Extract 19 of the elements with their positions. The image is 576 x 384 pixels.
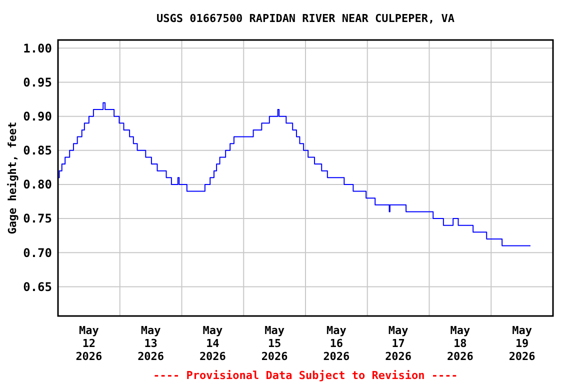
- x-tick-label: May 15 2026: [261, 324, 288, 363]
- y-tick-label: 0.70: [23, 246, 52, 260]
- chart-title: USGS 01667500 RAPIDAN RIVER NEAR CULPEPER, VA: [156, 12, 455, 25]
- x-tick-label: May 14 2026: [199, 324, 226, 363]
- y-tick-label: 0.75: [23, 212, 52, 226]
- y-tick-label: 0.95: [23, 75, 52, 90]
- x-tick-label: May 17 2026: [385, 324, 412, 363]
- x-tick-label: May 13 2026: [138, 324, 164, 363]
- y-axis-title: Gage height, feet: [6, 122, 19, 234]
- y-tick-label: 0.90: [23, 110, 52, 124]
- y-tick-label: 0.80: [23, 178, 52, 192]
- text: ---- Provisional Data Subject to Revision ----: [153, 369, 458, 382]
- y-tick-label: 0.85: [23, 144, 52, 158]
- y-tick-label: 1.00: [23, 41, 52, 56]
- x-tick-label: May 12 2026: [76, 324, 103, 363]
- x-tick-label: May 19 2026: [508, 324, 536, 363]
- y-tick-label: 0.65: [23, 280, 52, 294]
- x-tick-label: May 16 2026: [323, 324, 350, 363]
- x-tick-label: May 18 2026: [446, 324, 474, 363]
